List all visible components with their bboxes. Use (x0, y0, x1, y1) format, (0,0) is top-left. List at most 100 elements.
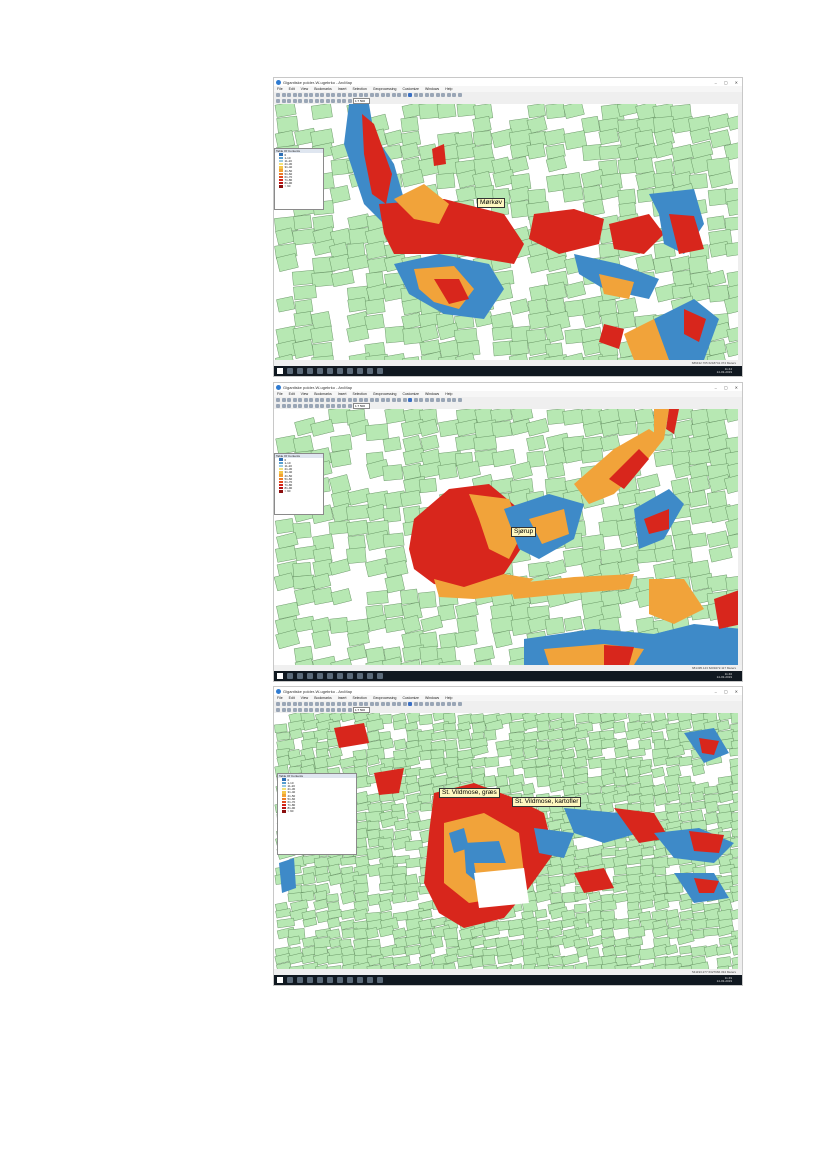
toolbar-tool-icon[interactable] (369, 702, 374, 706)
navigation-tool-icon[interactable] (309, 708, 313, 712)
navigation-tool-icon[interactable] (320, 404, 324, 408)
arcmap-taskbar-icon[interactable] (367, 977, 373, 983)
navigation-tool-icon[interactable] (292, 404, 297, 408)
menu-help[interactable]: Help (445, 87, 453, 91)
navigation-tool-icon[interactable] (281, 404, 286, 408)
arcmap-taskbar-icon[interactable] (367, 673, 373, 679)
minimize-button[interactable]: – (714, 384, 717, 390)
edge-browser-icon[interactable] (307, 673, 313, 679)
toolbar-tool-icon[interactable] (320, 398, 324, 402)
toolbar-tool-icon[interactable] (298, 93, 302, 97)
toolbar-tool-icon[interactable] (281, 398, 286, 402)
navigation-tool-icon[interactable] (298, 708, 302, 712)
toolbar-tool-icon[interactable] (452, 702, 456, 706)
toolbar-tool-icon[interactable] (287, 702, 291, 706)
toolbar-tool-icon[interactable] (276, 398, 280, 402)
toolbar-tool-icon[interactable] (430, 93, 434, 97)
toolbar-tool-icon[interactable] (309, 93, 313, 97)
toolbar-tool-icon[interactable] (452, 93, 456, 97)
toolbar-tool-icon[interactable] (347, 398, 352, 402)
navigation-tool-icon[interactable] (314, 708, 319, 712)
toolbar-tool-icon[interactable] (386, 93, 390, 97)
maximize-button[interactable]: ▢ (723, 688, 728, 694)
toolbar-tool-icon[interactable] (325, 398, 330, 402)
toolbar-tool-icon[interactable] (298, 398, 302, 402)
toolbar-tool-icon[interactable] (331, 93, 335, 97)
search-icon[interactable] (287, 368, 293, 374)
toolbar-tool-icon[interactable] (446, 93, 451, 97)
navigation-tool-icon[interactable] (336, 99, 341, 103)
navigation-tool-icon[interactable] (314, 99, 319, 103)
navigation-tool-icon[interactable] (314, 404, 319, 408)
map-view[interactable]: Mørkøv Table Of Contents 0 1-10 11-20 21-30… (274, 104, 742, 360)
toolbar-tool-icon[interactable] (314, 702, 319, 706)
menu-customize[interactable]: Customize (402, 392, 419, 396)
menu-selection[interactable]: Selection (352, 87, 367, 91)
menu-file[interactable]: File (277, 392, 283, 396)
toolbar-tool-icon[interactable] (419, 702, 423, 706)
navigation-tool-icon[interactable] (303, 708, 308, 712)
toolbar-tool-icon[interactable] (309, 702, 313, 706)
navigation-tool-icon[interactable] (309, 99, 313, 103)
menu-help[interactable]: Help (445, 392, 453, 396)
toolbar-tool-icon[interactable] (309, 398, 313, 402)
toolbar-tool-icon[interactable] (391, 398, 396, 402)
edge-browser-icon[interactable] (307, 977, 313, 983)
toolbar-tool-icon[interactable] (281, 93, 286, 97)
toolbar-tool-icon[interactable] (413, 702, 418, 706)
navigation-tool-icon[interactable] (320, 99, 324, 103)
outlook-icon[interactable] (337, 977, 343, 983)
navigation-tool-icon[interactable] (325, 99, 330, 103)
toolbar-tool-icon[interactable] (369, 93, 374, 97)
toolbar-tool-icon[interactable] (413, 398, 418, 402)
navigation-tool-icon[interactable] (342, 708, 346, 712)
task-view-icon[interactable] (297, 673, 303, 679)
toolbar-tool-icon[interactable] (380, 398, 385, 402)
toolbar-tool-icon[interactable] (364, 93, 368, 97)
outlook-icon[interactable] (337, 673, 343, 679)
toolbar-tool-icon[interactable] (397, 702, 401, 706)
word-icon[interactable] (357, 673, 363, 679)
toolbar-tool-icon[interactable] (342, 702, 346, 706)
map-view[interactable]: St. Vildmose, græs St. Vildmose, kartofl… (274, 713, 742, 969)
vertical-scrollbar[interactable] (738, 104, 742, 360)
navigation-tool-icon[interactable] (331, 708, 335, 712)
toolbar-tool-icon[interactable] (424, 398, 429, 402)
navigation-tool-icon[interactable] (325, 708, 330, 712)
toolbar-tool-icon[interactable] (446, 398, 451, 402)
toolbar-tool-icon[interactable] (353, 398, 357, 402)
menu-insert[interactable]: Insert (337, 392, 347, 396)
toolbar-tool-icon[interactable] (342, 398, 346, 402)
menu-windows[interactable]: Windows (424, 87, 440, 91)
navigation-tool-icon[interactable] (347, 404, 352, 408)
menu-geoprocessing[interactable]: Geoprocessing (372, 696, 397, 700)
vertical-scrollbar[interactable] (738, 713, 742, 969)
navigation-tool-icon[interactable] (325, 404, 330, 408)
menu-view[interactable]: View (300, 87, 309, 91)
toolbar-tool-icon[interactable] (347, 702, 352, 706)
navigation-tool-icon[interactable] (287, 708, 291, 712)
windows-start-icon[interactable] (277, 977, 283, 983)
edge-browser-icon[interactable] (307, 368, 313, 374)
toolbar-tool-icon[interactable] (446, 702, 451, 706)
navigation-tool-icon[interactable] (276, 404, 280, 408)
toolbar-tool-icon[interactable] (457, 398, 462, 402)
excel-icon[interactable] (347, 977, 353, 983)
menu-windows[interactable]: Windows (424, 696, 440, 700)
toolbar-tool-icon[interactable] (457, 93, 462, 97)
menu-selection[interactable]: Selection (352, 392, 367, 396)
toolbar-tool-icon[interactable] (386, 702, 390, 706)
menu-windows[interactable]: Windows (424, 392, 440, 396)
close-button[interactable]: ✕ (734, 384, 738, 390)
toolbar-tool-icon[interactable] (435, 398, 440, 402)
toolbar-tool-icon[interactable] (320, 702, 324, 706)
menu-customize[interactable]: Customize (402, 87, 419, 91)
toolbar-tool-icon[interactable] (369, 398, 374, 402)
menu-help[interactable]: Help (445, 696, 453, 700)
menu-view[interactable]: View (300, 696, 309, 700)
toolbar-tool-icon[interactable] (358, 398, 363, 402)
toolbar-tool-icon[interactable] (298, 702, 302, 706)
toolbar-tool-icon[interactable] (336, 702, 341, 706)
toolbar-tool-icon[interactable] (353, 93, 357, 97)
search-icon[interactable] (287, 673, 293, 679)
